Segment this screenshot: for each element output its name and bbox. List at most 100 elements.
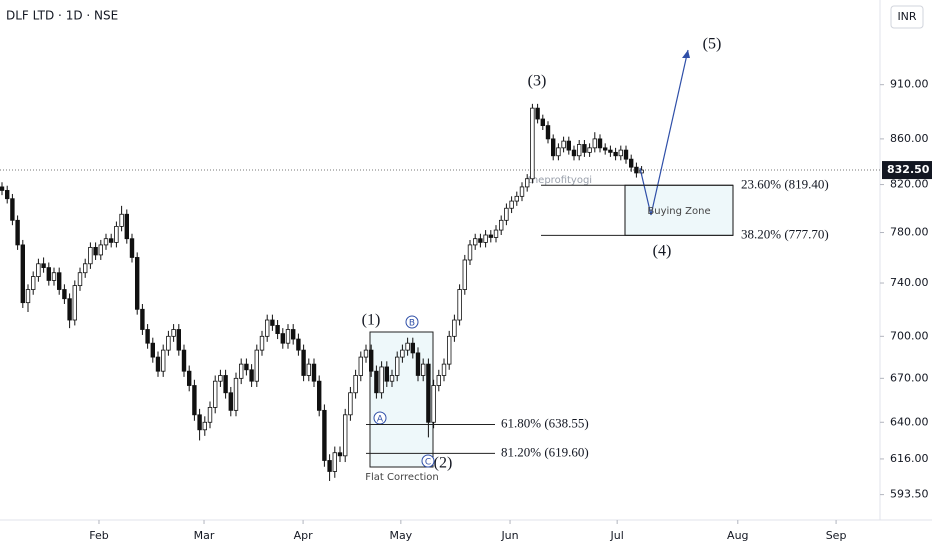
candle-body xyxy=(311,363,317,382)
candle-body xyxy=(301,349,306,376)
zone-label: Flat Correction xyxy=(365,472,439,483)
candle-body xyxy=(212,380,218,408)
y-tick-label: 616.00 xyxy=(890,452,929,465)
candle-body xyxy=(280,333,285,344)
candle-body xyxy=(363,349,369,358)
candle-body xyxy=(155,356,161,372)
candle-body xyxy=(254,349,259,382)
candle-body xyxy=(441,363,447,376)
candle-body xyxy=(582,144,587,153)
candle-body xyxy=(145,329,150,344)
candle-body xyxy=(322,409,327,461)
candle-body xyxy=(197,414,202,431)
candle-body xyxy=(592,138,597,149)
x-tick-label: Sep xyxy=(826,529,847,542)
currency-box[interactable] xyxy=(890,5,924,29)
wave-label: (5) xyxy=(703,36,722,53)
candle-body xyxy=(566,140,571,151)
candle-body xyxy=(93,247,98,256)
y-tick-label: 860.00 xyxy=(890,132,929,145)
candle-body xyxy=(332,452,337,472)
x-tick-label: Aug xyxy=(727,529,748,542)
candle-body xyxy=(83,263,88,274)
candle-body xyxy=(556,147,561,157)
candle-body xyxy=(488,234,493,238)
candle-body xyxy=(77,272,83,287)
candle-body xyxy=(41,263,46,268)
candle-body xyxy=(249,369,254,382)
candle-body xyxy=(176,329,181,351)
candle-body xyxy=(577,144,582,157)
x-tick-label: Jul xyxy=(610,529,624,542)
watermark: theprofityogi xyxy=(528,175,592,186)
candle-body xyxy=(30,276,36,290)
fib-label: 61.80% (638.55) xyxy=(501,415,589,430)
candle-body xyxy=(618,149,623,157)
candle-body xyxy=(134,257,140,310)
y-tick-label: 640.00 xyxy=(890,415,929,428)
candle-body xyxy=(348,392,353,416)
candle-body xyxy=(25,289,31,304)
candle-body xyxy=(124,213,129,240)
candle-body xyxy=(519,186,525,197)
candle-body xyxy=(218,375,223,382)
candle-body xyxy=(420,363,426,376)
candle-body xyxy=(36,263,41,277)
candle-body xyxy=(540,118,545,126)
candle-body xyxy=(452,319,457,337)
candle-body xyxy=(275,325,280,334)
candle-body xyxy=(10,198,15,221)
candle-body xyxy=(394,356,400,376)
candle-body xyxy=(238,363,244,379)
candle-body xyxy=(150,342,155,358)
y-tick-label: 740.00 xyxy=(890,276,929,289)
candle-body xyxy=(233,377,239,411)
candle-body xyxy=(597,138,603,149)
chart-title: DLF LTD · 1D · NSE xyxy=(6,9,118,23)
candle-body xyxy=(296,338,301,351)
candle-body xyxy=(545,125,551,140)
candle-body xyxy=(629,158,634,168)
candle-body xyxy=(426,363,431,423)
point-label: A xyxy=(377,415,384,425)
candle-body xyxy=(379,366,384,394)
candle-body xyxy=(290,329,296,340)
fib-label: 23.60% (819.40) xyxy=(741,176,829,191)
x-tick-label: Mar xyxy=(194,529,215,542)
candle-body xyxy=(270,319,275,326)
candle-body xyxy=(368,349,374,372)
candle-body xyxy=(561,140,566,149)
wave-label: (2) xyxy=(434,455,453,472)
candle-body xyxy=(223,375,228,394)
candle-body xyxy=(462,259,467,290)
wave-label: (1) xyxy=(362,312,381,329)
wave-label: (4) xyxy=(653,243,672,260)
y-tick-label: 910.00 xyxy=(890,78,929,91)
point-marker xyxy=(421,454,435,468)
candle-body xyxy=(181,349,187,372)
arrow-head xyxy=(682,50,690,58)
fib-label: 81.20% (619.60) xyxy=(501,444,589,459)
buying-zone-box xyxy=(624,184,734,236)
candle-body xyxy=(374,370,379,394)
candle-body xyxy=(129,238,135,258)
candle-body xyxy=(160,349,166,372)
y-tick-label: 593.50 xyxy=(890,488,929,501)
candle-body xyxy=(504,207,509,221)
candle-body xyxy=(509,200,514,209)
currency[interactable]: INR xyxy=(897,10,916,23)
candle-body xyxy=(405,342,410,351)
candle-body xyxy=(603,147,608,151)
candle-body xyxy=(103,238,109,246)
candle-body xyxy=(400,349,405,358)
candle-body xyxy=(415,352,421,376)
candle-body xyxy=(327,460,332,472)
candle-body xyxy=(51,272,57,281)
candle-body xyxy=(436,375,441,386)
candle-body xyxy=(171,329,176,337)
candle-body xyxy=(571,149,577,157)
candle-body xyxy=(457,289,462,321)
candle-body xyxy=(109,238,114,243)
candle-body xyxy=(478,238,483,243)
